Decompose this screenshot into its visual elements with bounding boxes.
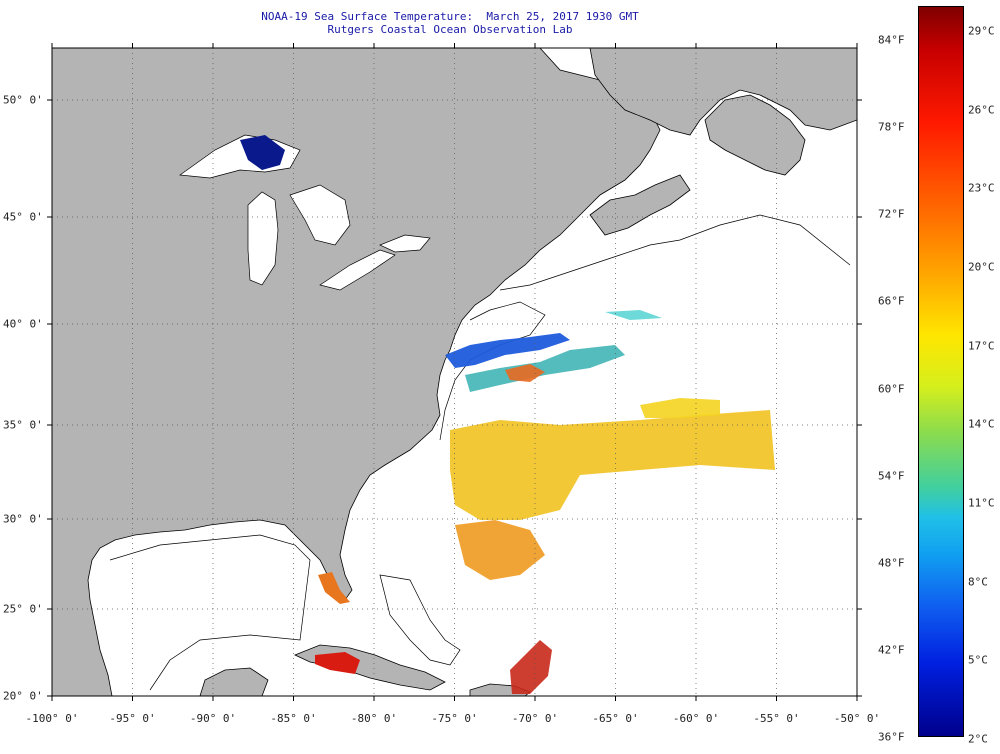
lon-tick-label: -65° 0' bbox=[592, 712, 639, 725]
lon-tick-label: -95° 0' bbox=[109, 712, 156, 725]
sst-patches bbox=[240, 135, 775, 694]
nova-scotia-land bbox=[589, 174, 691, 236]
colorbar-fahrenheit-label: 36°F bbox=[878, 730, 905, 744]
graticule bbox=[52, 48, 857, 696]
map-subtitle: Rutgers Coastal Ocean Observation Lab bbox=[327, 23, 573, 36]
sst-patch-slope bbox=[465, 345, 625, 392]
shelf-contour bbox=[499, 214, 851, 291]
colorbar-fahrenheit-label: 72°F bbox=[878, 207, 905, 221]
lat-tick-label: 50° 0' bbox=[3, 93, 43, 107]
lake-ontario bbox=[379, 234, 431, 253]
colorbar-celsius-label: 29°C bbox=[968, 24, 995, 38]
gulf-contour bbox=[109, 534, 311, 691]
colorbar-celsius-label: 2°C bbox=[968, 732, 988, 746]
north-america-land bbox=[52, 48, 661, 696]
colorbar-fahrenheit-label: 60°F bbox=[878, 382, 905, 395]
colorbar-celsius-label: 11°C bbox=[968, 496, 995, 510]
lat-tick-label: 40° 0' bbox=[3, 317, 43, 331]
lake-huron bbox=[289, 184, 351, 246]
atlantic-canada-land bbox=[589, 48, 857, 136]
bahamas-contour bbox=[379, 574, 461, 666]
lat-tick-label: 30° 0' bbox=[3, 512, 43, 526]
sst-patch-florida bbox=[318, 572, 350, 604]
lon-tick-label: -60° 0' bbox=[672, 712, 720, 725]
colorbar-celsius-label: 26°C bbox=[968, 103, 995, 117]
sst-patch-gulf-stream bbox=[450, 410, 775, 520]
lon-tick-label: -70° 0' bbox=[511, 712, 559, 725]
colorbar-celsius-label: 23°C bbox=[968, 181, 995, 195]
lon-tick-label: -85° 0' bbox=[270, 712, 317, 725]
map-title: NOAA-19 Sea Surface Temperature: March 2… bbox=[261, 10, 639, 23]
temperature-colorbar bbox=[918, 6, 964, 737]
colorbar-fahrenheit-label: 66°F bbox=[878, 294, 905, 308]
colorbar-fahrenheit-label: 48°F bbox=[878, 556, 905, 570]
tick-marks bbox=[47, 43, 862, 701]
sst-patch-cold-shelf bbox=[445, 333, 570, 368]
colorbar-celsius-label: 20°C bbox=[968, 260, 995, 274]
lon-tick-label: -50° 0' bbox=[833, 712, 881, 725]
colorbar-fahrenheit-label: 54°F bbox=[878, 469, 905, 483]
lake-erie bbox=[319, 249, 396, 291]
lat-tick-label: 20° 0' bbox=[3, 689, 43, 703]
lat-tick-label: 25° 0' bbox=[3, 602, 43, 616]
sst-patch-south bbox=[455, 520, 545, 580]
sst-patch-lake-superior bbox=[240, 135, 285, 170]
lake-michigan bbox=[247, 191, 279, 286]
colorbar-celsius-label: 17°C bbox=[968, 339, 995, 353]
colorbar-fahrenheit-label: 84°F bbox=[878, 33, 905, 47]
newfoundland-land bbox=[704, 94, 806, 176]
colorbar-fahrenheit-label: 78°F bbox=[878, 120, 905, 134]
sst-patch-caribbean bbox=[510, 640, 552, 694]
lat-tick-label: 35° 0' bbox=[3, 418, 43, 432]
lon-tick-label: -75° 0' bbox=[431, 712, 478, 725]
lat-tick-label: 45° 0' bbox=[3, 210, 43, 224]
sst-patch-cuba-north bbox=[315, 652, 360, 674]
colorbar-celsius-label: 14°C bbox=[968, 417, 995, 431]
lon-tick-label: -80° 0' bbox=[350, 712, 398, 725]
sst-patch-shelf-teal bbox=[605, 310, 662, 320]
colorbar-celsius-label: 5°C bbox=[968, 653, 988, 667]
colorbar-fahrenheit-label: 42°F bbox=[878, 643, 905, 657]
sst-patch-sargasso-east bbox=[640, 398, 720, 418]
lon-tick-label: -100° 0' bbox=[25, 712, 79, 725]
yucatan-land bbox=[199, 667, 269, 696]
lon-tick-label: -55° 0' bbox=[753, 712, 800, 725]
colorbar-celsius-label: 8°C bbox=[968, 575, 988, 589]
lon-tick-label: -90° 0' bbox=[189, 712, 237, 725]
